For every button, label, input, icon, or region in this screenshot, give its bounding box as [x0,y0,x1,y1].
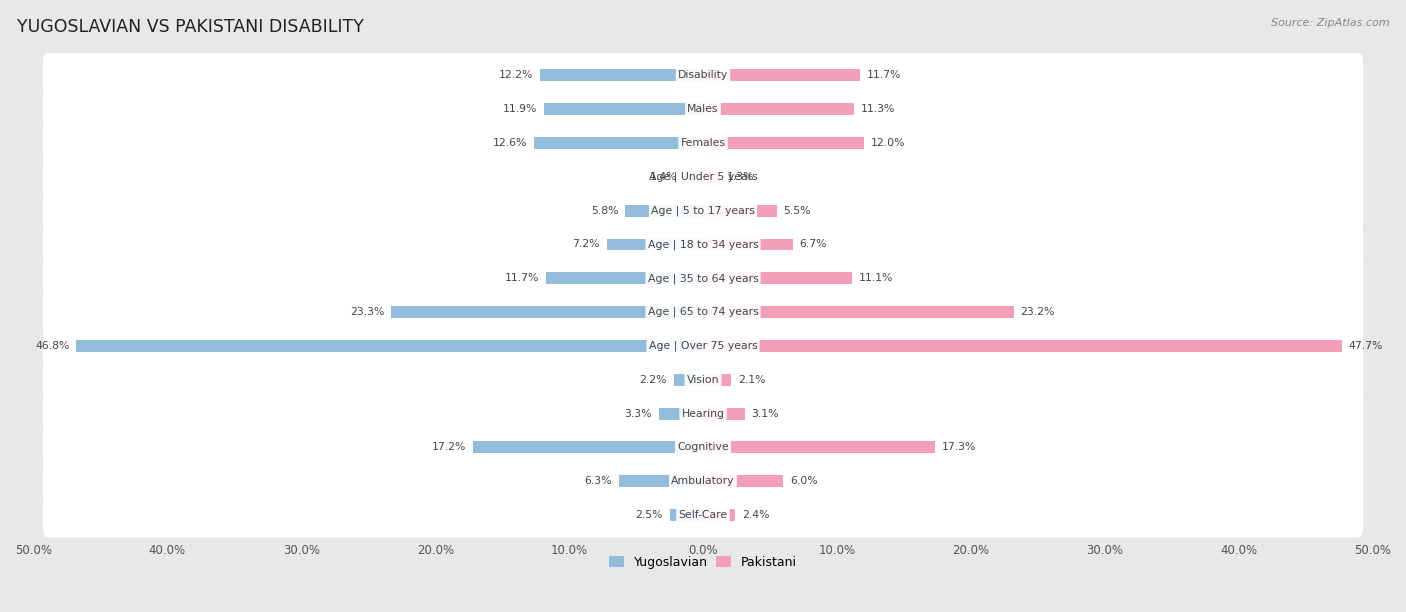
Text: Cognitive: Cognitive [678,442,728,452]
Text: Vision: Vision [686,375,720,385]
Bar [540,70,703,81]
Bar [703,171,720,183]
Text: YUGOSLAVIAN VS PAKISTANI DISABILITY: YUGOSLAVIAN VS PAKISTANI DISABILITY [17,18,364,36]
FancyBboxPatch shape [42,425,1364,470]
Text: 3.1%: 3.1% [751,409,779,419]
Bar [703,272,852,284]
Bar [703,340,1341,352]
Text: 5.5%: 5.5% [783,206,811,215]
Bar [703,374,731,386]
Text: Age | Over 75 years: Age | Over 75 years [648,341,758,351]
Text: 2.2%: 2.2% [640,375,666,385]
Bar [619,476,703,487]
Bar [703,441,935,453]
Text: 11.7%: 11.7% [505,274,540,283]
Text: 1.4%: 1.4% [650,172,678,182]
Text: Males: Males [688,104,718,114]
Text: 11.3%: 11.3% [860,104,896,114]
Bar [606,239,703,250]
Bar [703,205,776,217]
Text: 46.8%: 46.8% [35,341,70,351]
FancyBboxPatch shape [42,324,1364,368]
Text: Females: Females [681,138,725,148]
FancyBboxPatch shape [42,256,1364,300]
Text: 12.6%: 12.6% [494,138,527,148]
Bar [544,103,703,115]
Text: 2.1%: 2.1% [738,375,765,385]
Text: 6.3%: 6.3% [585,476,612,486]
Text: 47.7%: 47.7% [1348,341,1382,351]
Text: 3.3%: 3.3% [624,409,652,419]
Text: 2.4%: 2.4% [742,510,769,520]
Bar [659,408,703,419]
FancyBboxPatch shape [42,357,1364,402]
FancyBboxPatch shape [42,53,1364,98]
Bar [547,272,703,284]
FancyBboxPatch shape [42,391,1364,436]
Bar [703,509,735,521]
Text: Age | 35 to 64 years: Age | 35 to 64 years [648,273,758,283]
Bar [669,509,703,521]
FancyBboxPatch shape [42,459,1364,504]
Text: Disability: Disability [678,70,728,80]
Bar [626,205,703,217]
FancyBboxPatch shape [42,493,1364,537]
Text: 7.2%: 7.2% [572,239,600,250]
FancyBboxPatch shape [42,290,1364,334]
Bar [472,441,703,453]
Text: 2.5%: 2.5% [636,510,662,520]
FancyBboxPatch shape [42,154,1364,199]
Text: Age | 5 to 17 years: Age | 5 to 17 years [651,206,755,216]
Text: 17.3%: 17.3% [942,442,976,452]
Text: Age | Under 5 years: Age | Under 5 years [648,171,758,182]
Bar [76,340,703,352]
Text: 6.0%: 6.0% [790,476,818,486]
Text: 11.7%: 11.7% [866,70,901,80]
Bar [534,137,703,149]
Bar [703,70,859,81]
Text: 12.2%: 12.2% [499,70,533,80]
Text: Hearing: Hearing [682,409,724,419]
FancyBboxPatch shape [42,87,1364,132]
FancyBboxPatch shape [42,222,1364,267]
Text: 12.0%: 12.0% [870,138,905,148]
Text: 11.9%: 11.9% [502,104,537,114]
Text: 23.2%: 23.2% [1021,307,1054,317]
Text: Age | 18 to 34 years: Age | 18 to 34 years [648,239,758,250]
Text: 6.7%: 6.7% [800,239,827,250]
Text: Source: ZipAtlas.com: Source: ZipAtlas.com [1271,18,1389,28]
FancyBboxPatch shape [42,188,1364,233]
Text: 1.3%: 1.3% [727,172,755,182]
Bar [703,306,1014,318]
Text: 23.3%: 23.3% [350,307,384,317]
Bar [391,306,703,318]
Text: Age | 65 to 74 years: Age | 65 to 74 years [648,307,758,318]
Bar [685,171,703,183]
Bar [673,374,703,386]
Text: Self-Care: Self-Care [679,510,727,520]
Bar [703,103,855,115]
Bar [703,137,863,149]
FancyBboxPatch shape [42,121,1364,165]
Text: Ambulatory: Ambulatory [671,476,735,486]
Bar [703,476,783,487]
Text: 17.2%: 17.2% [432,442,465,452]
Text: 5.8%: 5.8% [591,206,619,215]
Text: 11.1%: 11.1% [858,274,893,283]
Bar [703,239,793,250]
Legend: Yugoslavian, Pakistani: Yugoslavian, Pakistani [605,551,801,574]
Bar [703,408,745,419]
